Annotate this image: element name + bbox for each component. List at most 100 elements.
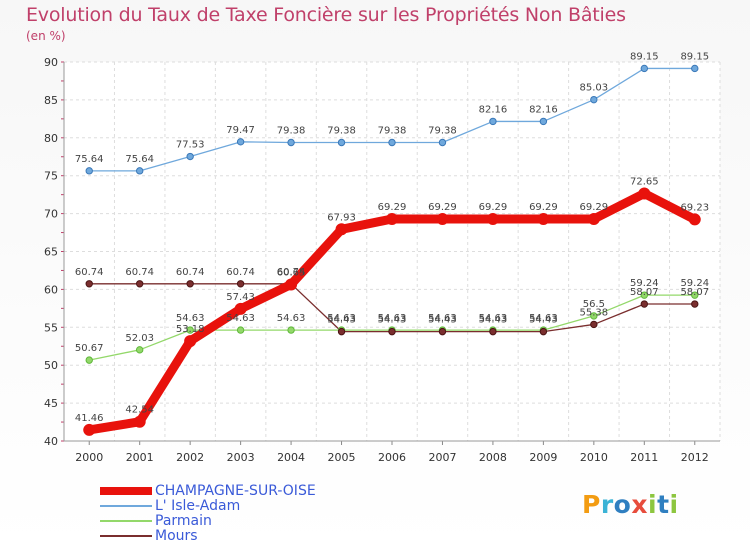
data-label: 77.53 xyxy=(176,140,205,151)
data-label: 60.74 xyxy=(176,267,205,278)
data-label: 54.63 xyxy=(428,313,457,324)
logo-letter: r xyxy=(600,490,614,519)
data-label: 89.15 xyxy=(680,51,709,62)
data-label: 54.43 xyxy=(529,315,558,326)
x-tick-label: 2004 xyxy=(277,451,305,464)
data-point xyxy=(691,64,699,73)
grid-lines xyxy=(63,61,721,442)
data-point xyxy=(489,327,497,336)
data-point xyxy=(388,327,396,336)
legend-swatch xyxy=(100,535,152,537)
legend-label: Parmain xyxy=(155,513,212,529)
data-point xyxy=(638,187,651,200)
legend-swatch xyxy=(100,520,152,522)
logo-letter: o xyxy=(613,490,632,519)
y-tick-label: 65 xyxy=(44,246,58,259)
data-label: 85.03 xyxy=(580,83,609,94)
x-tick-label: 2003 xyxy=(227,451,255,464)
data-point xyxy=(285,278,298,291)
data-point xyxy=(691,300,699,308)
data-label: 54.63 xyxy=(529,313,558,324)
data-point xyxy=(186,152,194,161)
data-label: 52.03 xyxy=(125,333,154,344)
data-label: 54.43 xyxy=(327,315,356,326)
data-point xyxy=(186,280,194,288)
chart-title: Evolution du Taux de Taxe Foncière sur l… xyxy=(26,4,626,26)
data-point xyxy=(587,212,600,225)
data-point xyxy=(386,212,398,225)
data-label: 60.65 xyxy=(277,267,306,278)
y-tick-label: 55 xyxy=(44,321,58,334)
data-label: 54.63 xyxy=(226,313,255,324)
data-point xyxy=(186,326,194,334)
data-label: 59.24 xyxy=(630,278,659,289)
y-tick-label: 70 xyxy=(44,208,58,221)
data-point xyxy=(537,212,550,225)
data-point xyxy=(135,280,144,288)
logo-letter: x xyxy=(631,490,648,519)
legend-swatch xyxy=(100,505,152,507)
data-label: 50.67 xyxy=(75,343,104,354)
y-axis-unit-label: (en %) xyxy=(26,29,66,43)
y-tick-label: 90 xyxy=(44,56,58,69)
data-point xyxy=(590,312,598,320)
data-label: 58.07 xyxy=(630,287,659,298)
y-tick-label: 45 xyxy=(44,397,58,410)
logo-letter: P xyxy=(582,490,601,519)
data-point xyxy=(287,138,295,147)
data-point xyxy=(135,346,144,354)
data-label: 69.29 xyxy=(378,202,407,213)
data-label: 82.16 xyxy=(479,104,508,115)
x-tick-label: 2007 xyxy=(428,451,456,464)
data-point xyxy=(438,138,447,147)
line-chart: 40 45 50 55 60 65 70 75 80 85 90 2000 2001 2002 2003 20… xyxy=(44,51,721,464)
axes: 40 45 50 55 60 65 70 75 80 85 90 2000 2001 2002 2003 20… xyxy=(44,56,720,464)
data-label: 79.38 xyxy=(428,125,457,136)
data-label: 57.43 xyxy=(226,292,255,303)
data-label: 54.63 xyxy=(479,313,508,324)
data-point xyxy=(85,280,93,288)
data-point xyxy=(436,212,449,225)
data-label: 75.64 xyxy=(75,154,104,165)
data-label: 60.74 xyxy=(226,267,255,278)
series-points xyxy=(83,64,701,436)
data-point xyxy=(489,117,497,126)
data-label: 55.38 xyxy=(580,307,609,318)
data-point xyxy=(184,335,197,348)
data-label: 79.38 xyxy=(277,125,306,136)
x-tick-label: 2006 xyxy=(378,451,406,464)
data-label: 67.93 xyxy=(327,212,356,223)
data-point xyxy=(438,327,447,336)
data-point xyxy=(337,327,346,336)
data-label: 75.64 xyxy=(125,154,154,165)
y-tick-label: 50 xyxy=(44,359,58,372)
data-label: 79.38 xyxy=(327,125,356,136)
logo-letter: i xyxy=(669,490,679,519)
data-point xyxy=(236,326,245,334)
data-point xyxy=(287,326,295,334)
x-tick-label: 2000 xyxy=(75,451,103,464)
data-label: 69.23 xyxy=(680,202,709,213)
data-label: 58.07 xyxy=(680,287,709,298)
data-label: 60.74 xyxy=(277,267,306,278)
data-label: 56.5 xyxy=(583,299,605,310)
data-point xyxy=(539,327,548,336)
data-point xyxy=(85,356,93,364)
data-label: 54.63 xyxy=(378,313,407,324)
data-point xyxy=(590,320,598,329)
data-point xyxy=(640,291,649,299)
x-tick-label: 2012 xyxy=(681,451,709,464)
data-point xyxy=(691,291,699,299)
logo-letter: t xyxy=(657,490,670,519)
data-label: 54.63 xyxy=(277,313,306,324)
x-tick-label: 2001 xyxy=(126,451,154,464)
data-label: 79.47 xyxy=(226,125,255,136)
data-point xyxy=(236,138,245,146)
y-tick-label: 80 xyxy=(44,132,58,145)
y-tick-label: 60 xyxy=(44,283,58,296)
data-label: 69.29 xyxy=(529,202,558,213)
data-label: 53.18 xyxy=(176,324,205,335)
x-tick-label: 2002 xyxy=(176,451,204,464)
data-point xyxy=(234,302,247,315)
